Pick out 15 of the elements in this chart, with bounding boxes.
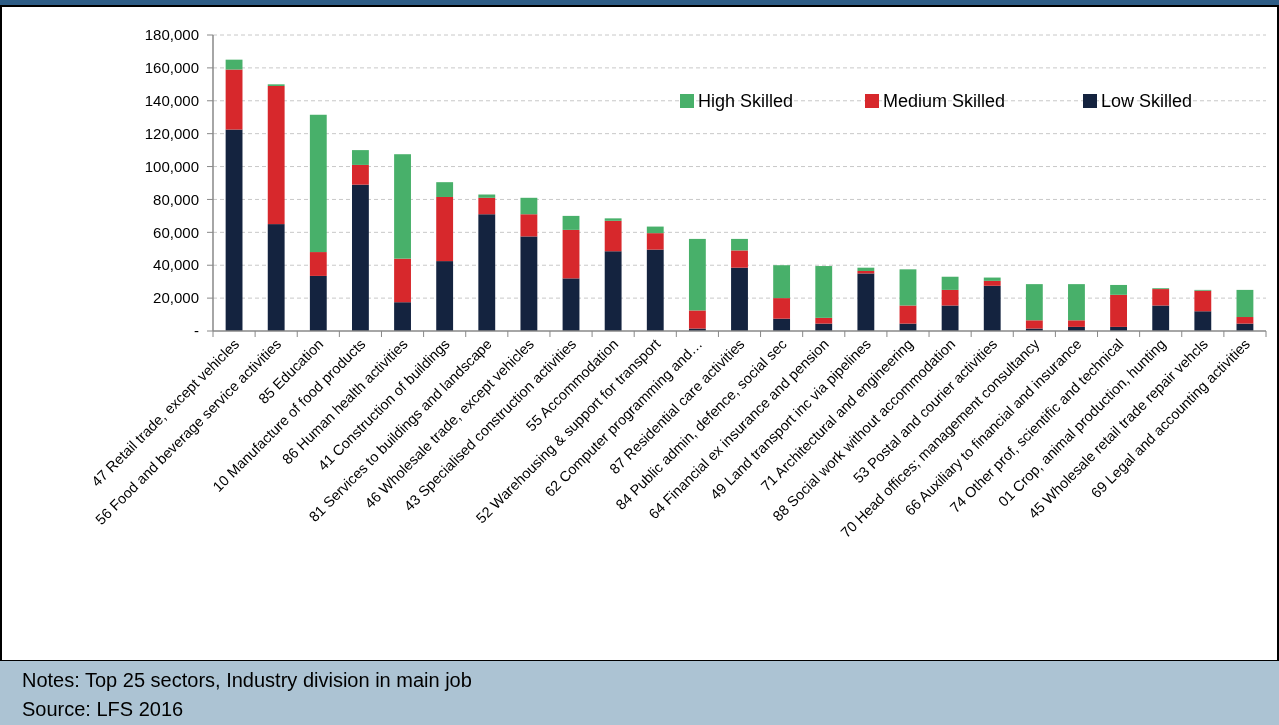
- text: Notes: Top 25 sectors, Industry division in main job: [22, 669, 472, 691]
- y-tick-label: 100,000: [144, 157, 199, 175]
- y-tick-label: 160,000: [144, 59, 199, 77]
- y-tick-label: 140,000: [144, 92, 199, 110]
- y-tick-label: 20,000: [153, 289, 199, 307]
- y-tick-label: -: [194, 322, 199, 340]
- legend-label: High Skilled: [698, 91, 794, 112]
- legend-label: Medium Skilled: [883, 91, 1006, 112]
- y-tick-label: 80,000: [153, 190, 199, 208]
- source-note: Source: LFS 2016: [22, 698, 184, 720]
- y-tick-label: 40,000: [153, 256, 199, 274]
- y-tick-label: 120,000: [144, 124, 199, 142]
- y-tick-label: 60,000: [153, 223, 199, 241]
- y-tick-label: 180,000: [144, 26, 199, 44]
- legend-label: Low Skilled: [1101, 91, 1193, 112]
